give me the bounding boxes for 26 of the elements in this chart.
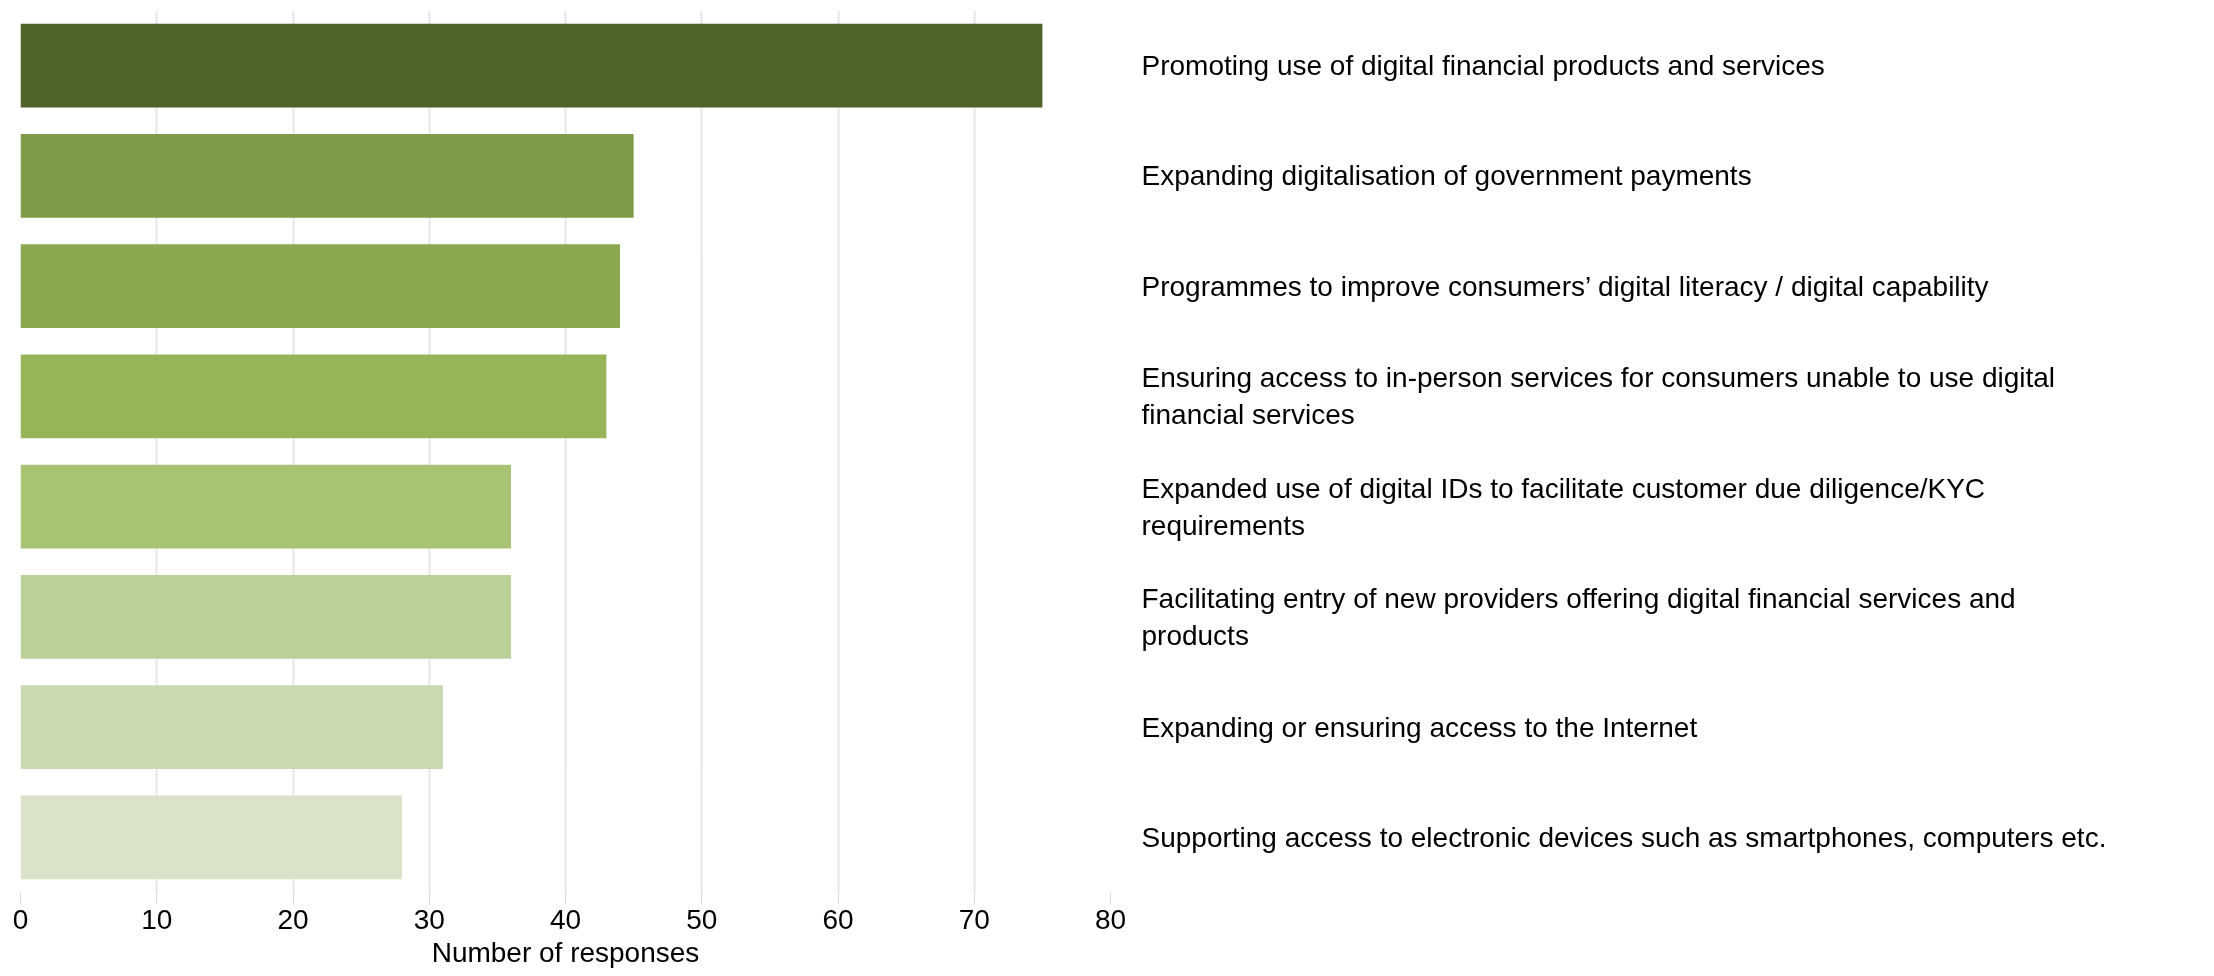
bar <box>20 574 511 659</box>
bar <box>20 244 620 329</box>
y-tick-label: Supporting access to electronic devices such as smartphones, computers etc. <box>1141 821 2107 853</box>
bar <box>20 795 402 880</box>
y-tick-label: Expanded use of digital IDs to facilitate customer due diligence/KYC requirements <box>1141 472 1986 541</box>
x-tick-label: 0 <box>12 903 29 935</box>
x-tick-label: 10 <box>141 903 173 935</box>
y-tick-label: Expanding or ensuring access to the Internet <box>1141 711 1698 743</box>
x-tick-label: 60 <box>822 903 854 935</box>
x-axis-title: Number of responses <box>431 936 700 968</box>
x-tick-label: 20 <box>277 903 309 935</box>
y-tick-label: Promoting use of digital financial products and services <box>1141 50 1825 82</box>
x-tick-label: 80 <box>1094 903 1127 935</box>
x-tick-label: 70 <box>958 903 990 935</box>
y-tick-label: Ensuring access to in-person services for consumers unable to use digital financial services <box>1141 362 2056 431</box>
bar <box>20 23 1043 108</box>
bar <box>20 133 634 218</box>
bar <box>20 464 511 549</box>
bar <box>20 685 443 770</box>
y-tick-label: Expanding digitalisation of government payments <box>1141 160 1752 192</box>
y-tick-label: Programmes to improve consumers’ digital literacy / digital capability <box>1141 270 1989 302</box>
x-tick-label: 50 <box>686 903 718 935</box>
bar <box>20 354 607 439</box>
y-tick-label: Facilitating entry of new providers offering digital financial services and products <box>1141 582 2016 651</box>
x-tick-label: 40 <box>549 903 582 935</box>
x-tick-label: 30 <box>413 903 445 935</box>
